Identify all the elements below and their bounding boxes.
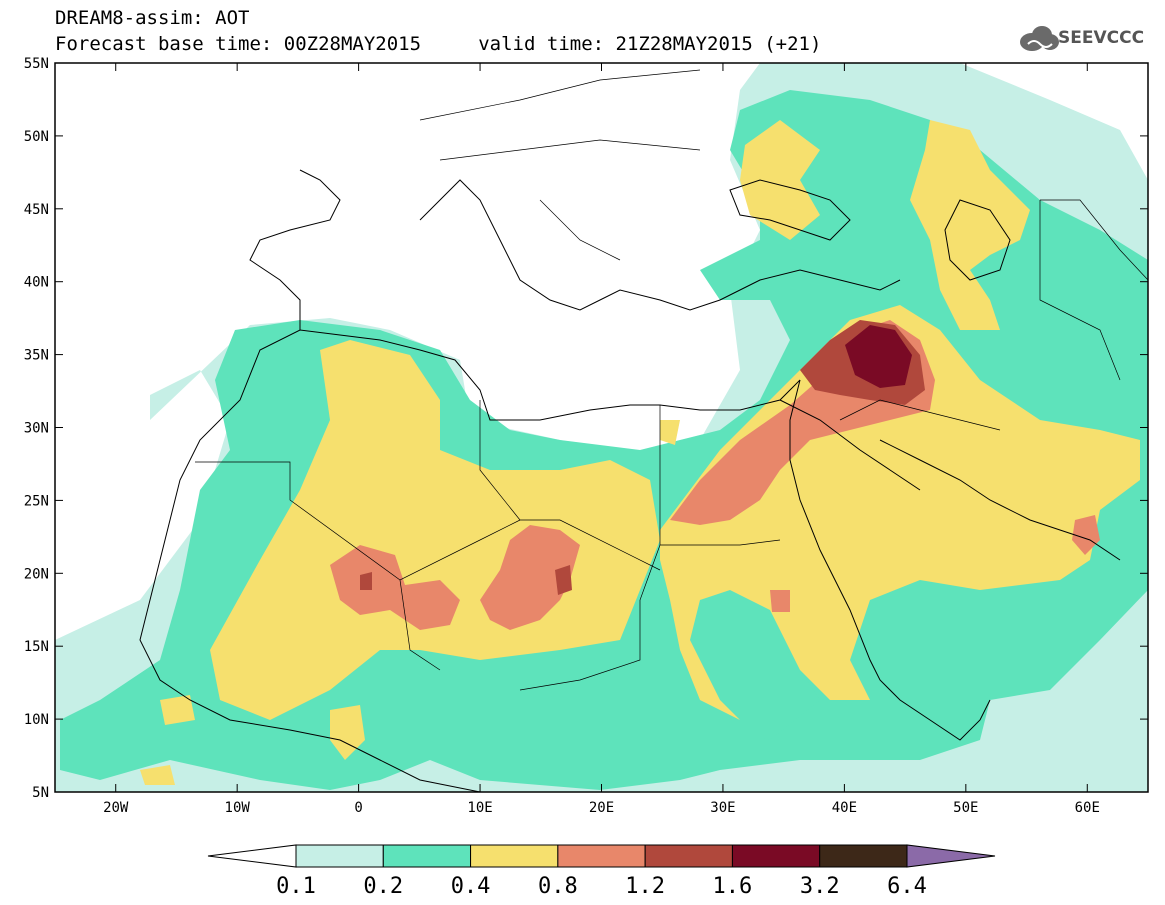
cloud-icon: [1020, 26, 1059, 51]
colorbar-level-label: 1.2: [625, 874, 665, 899]
lon-tick-label: 30E: [710, 800, 735, 816]
colorbar-box: [644, 844, 733, 868]
lat-axis: 55N 50N 45N 40N 35N 30N 25N 20N 15N 10N 5N: [24, 56, 1148, 801]
chart-title: DREAM8-assim: AOT: [55, 7, 250, 29]
lat-tick-label: 55N: [24, 56, 49, 72]
colorbar-level-label: 0.2: [363, 874, 403, 899]
aot-band-1.6: [845, 325, 912, 388]
lon-tick-label: 40E: [832, 800, 857, 816]
lon-tick-label: 50E: [953, 800, 978, 816]
colorbar-box: [382, 844, 472, 868]
colorbar-level-label: 6.4: [887, 874, 927, 899]
colorbar-level-label: 0.1: [276, 874, 316, 899]
lon-tick-label: 60E: [1075, 800, 1100, 816]
forecast-time-line: Forecast base time: 00Z28MAY2015 valid t…: [55, 33, 822, 55]
lon-tick-label: 0: [354, 800, 362, 816]
borders: [195, 69, 1148, 691]
colorbar-box: [731, 844, 821, 868]
lon-tick-label: 20W: [103, 800, 129, 816]
colorbar-box: [470, 844, 559, 868]
colorbar-box: [557, 844, 646, 868]
colorbar-level-label: 1.6: [713, 874, 753, 899]
lat-tick-label: 50N: [24, 129, 49, 145]
lat-tick-label: 35N: [24, 348, 49, 364]
lat-tick-label: 10N: [24, 712, 49, 728]
lon-axis: 20W 10W 0 10E 20E 30E 40E 50E 60E: [103, 63, 1100, 816]
logo-text: SEEVCCC: [1058, 28, 1145, 48]
lat-tick-label: 5N: [32, 785, 49, 801]
lat-tick-label: 20N: [24, 566, 49, 582]
aot-field: [55, 63, 1148, 792]
lon-tick-label: 20E: [589, 800, 614, 816]
lat-tick-label: 30N: [24, 421, 49, 437]
aot-band-0.4: [140, 120, 1140, 785]
lat-tick-label: 15N: [24, 639, 49, 655]
colorbar-low-arrow: [207, 844, 297, 868]
colorbar-level-label: 0.4: [451, 874, 491, 899]
lon-tick-label: 10W: [225, 800, 251, 816]
colorbar: [207, 844, 996, 868]
seevccc-logo: [1020, 26, 1059, 51]
lat-tick-label: 45N: [24, 202, 49, 218]
lat-tick-label: 25N: [24, 493, 49, 509]
lat-tick-label: 40N: [24, 275, 49, 291]
colorbar-box: [819, 844, 908, 868]
lon-tick-label: 10E: [467, 800, 492, 816]
coastlines: [139, 169, 1121, 792]
colorbar-level-label: 0.8: [538, 874, 578, 899]
colorbar-box: [295, 844, 384, 868]
colorbar-labels: 0.1 0.2 0.4 0.8 1.2 1.6 3.2 6.4: [276, 874, 927, 899]
colorbar-high-arrow: [906, 844, 996, 868]
colorbar-level-label: 3.2: [800, 874, 840, 899]
